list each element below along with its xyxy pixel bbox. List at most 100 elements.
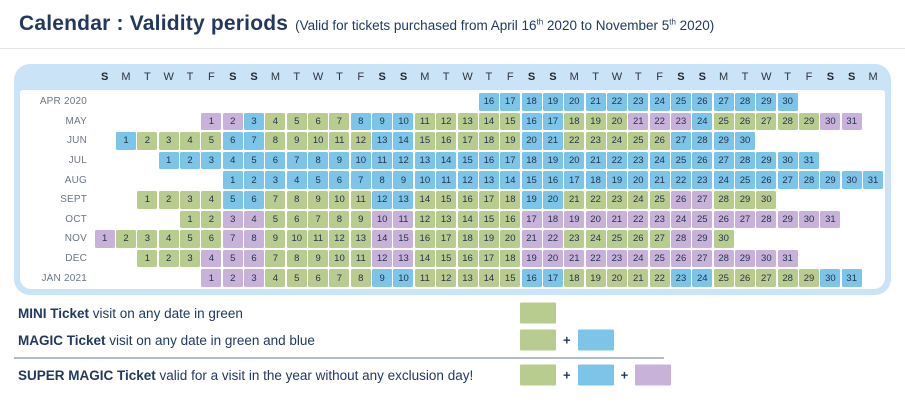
day-cell: 2 <box>116 230 137 248</box>
day-cell: 28 <box>734 151 755 170</box>
day-cell: 27 <box>734 210 755 229</box>
day-cell: 31 <box>841 112 862 131</box>
day-cell: 20 <box>628 171 649 189</box>
day-cell: 17 <box>478 190 499 209</box>
day-of-week-header: T <box>741 71 749 83</box>
day-of-week-header: T <box>186 71 194 83</box>
day-cell: 27 <box>777 171 798 189</box>
page-title-row: Calendar : Validity periods (Valid for t… <box>19 12 714 36</box>
day-cell: 15 <box>521 171 542 189</box>
day-cell: 9 <box>286 132 307 150</box>
day-cell: 4 <box>286 171 307 189</box>
day-cell: 23 <box>628 93 649 111</box>
day-of-week-header: F <box>506 71 514 83</box>
day-cell: 5 <box>222 190 243 209</box>
day-cell: 28 <box>799 171 820 189</box>
day-cell: 13 <box>457 112 478 131</box>
day-of-week-header: S <box>698 71 706 83</box>
subtitle-superscript: th <box>536 17 544 27</box>
day-cell: 29 <box>777 210 798 229</box>
day-cell: 16 <box>521 112 542 131</box>
day-cell: 4 <box>265 112 286 131</box>
day-cell: 16 <box>457 190 478 209</box>
day-cell: 21 <box>564 190 585 209</box>
day-cell: 23 <box>670 269 691 287</box>
legend-text: MAGIC Ticket visit on any date in green … <box>18 333 315 348</box>
day-cell: 4 <box>158 230 179 248</box>
day-cell: 29 <box>756 93 777 111</box>
day-cell: 15 <box>478 210 499 229</box>
day-cell: 4 <box>222 151 243 170</box>
day-cell: 31 <box>777 249 798 268</box>
day-cell: 31 <box>863 171 884 189</box>
subtitle-superscript: th <box>669 17 676 27</box>
day-cell: 10 <box>350 151 371 170</box>
day-cell: 16 <box>457 249 478 268</box>
ticket-description: valid for a visit in the year without an… <box>155 367 474 383</box>
day-cell: 17 <box>542 112 563 131</box>
day-cell: 19 <box>542 93 563 111</box>
day-cell: 29 <box>713 132 734 150</box>
day-cell: 27 <box>756 112 777 131</box>
day-of-week-header: M <box>719 71 729 83</box>
day-cell: 1 <box>116 132 137 150</box>
day-of-week-header: M <box>121 71 131 83</box>
day-cell: 15 <box>436 249 457 268</box>
day-cell: 13 <box>414 151 435 170</box>
day-cell: 28 <box>692 132 713 150</box>
day-cell: 6 <box>222 132 243 150</box>
month-label: APR 2020 <box>39 96 87 108</box>
day-cell: 22 <box>670 171 691 189</box>
day-of-week-header: S <box>826 71 835 83</box>
day-cell: 20 <box>564 151 585 170</box>
day-cell: 31 <box>799 151 820 170</box>
day-cell: 11 <box>308 230 329 248</box>
day-cell: 21 <box>585 93 606 111</box>
day-cell: 20 <box>606 112 627 131</box>
day-cell: 28 <box>713 190 734 209</box>
month-label: DEC <box>65 253 87 265</box>
day-cell: 11 <box>414 112 435 131</box>
day-cell: 12 <box>350 132 371 150</box>
day-cell: 17 <box>564 171 585 189</box>
day-cell: 14 <box>436 151 457 170</box>
day-cell: 6 <box>244 249 265 268</box>
day-cell: 26 <box>734 269 755 287</box>
day-cell: 12 <box>329 230 350 248</box>
day-cell: 19 <box>542 151 563 170</box>
day-cell: 1 <box>158 151 179 170</box>
day-cell: 5 <box>201 132 222 150</box>
day-cell: 23 <box>649 210 670 229</box>
day-cell: 11 <box>329 132 350 150</box>
day-cell: 8 <box>308 151 329 170</box>
month-label: JAN 2021 <box>41 272 87 284</box>
day-cell: 24 <box>692 112 713 131</box>
legend-row: SUPER MAGIC Ticket valid for a visit in … <box>18 362 887 388</box>
day-cell: 21 <box>649 171 670 189</box>
day-cell: 20 <box>542 249 563 268</box>
day-cell: 30 <box>734 132 755 150</box>
day-cell: 30 <box>841 171 862 189</box>
day-cell: 19 <box>606 171 627 189</box>
day-cell: 7 <box>244 132 265 150</box>
day-of-week-header: M <box>569 71 579 83</box>
day-cell: 15 <box>436 190 457 209</box>
day-cell: 26 <box>670 249 691 268</box>
day-cell: 19 <box>521 249 542 268</box>
day-of-week-header: W <box>611 71 623 83</box>
day-cell: 24 <box>649 151 670 170</box>
day-cell: 8 <box>350 112 371 131</box>
day-cell: 13 <box>372 132 393 150</box>
day-cell: 5 <box>286 112 307 131</box>
day-cell: 23 <box>670 112 691 131</box>
day-cell: 15 <box>414 132 435 150</box>
day-cell: 5 <box>244 151 265 170</box>
day-cell: 6 <box>329 171 350 189</box>
day-cell: 22 <box>542 230 563 248</box>
day-cell: 26 <box>692 151 713 170</box>
blue-swatch <box>577 329 614 351</box>
day-of-week-header: F <box>208 71 215 83</box>
day-cell: 24 <box>628 190 649 209</box>
day-cell: 21 <box>628 269 649 287</box>
green-swatch <box>520 302 556 324</box>
